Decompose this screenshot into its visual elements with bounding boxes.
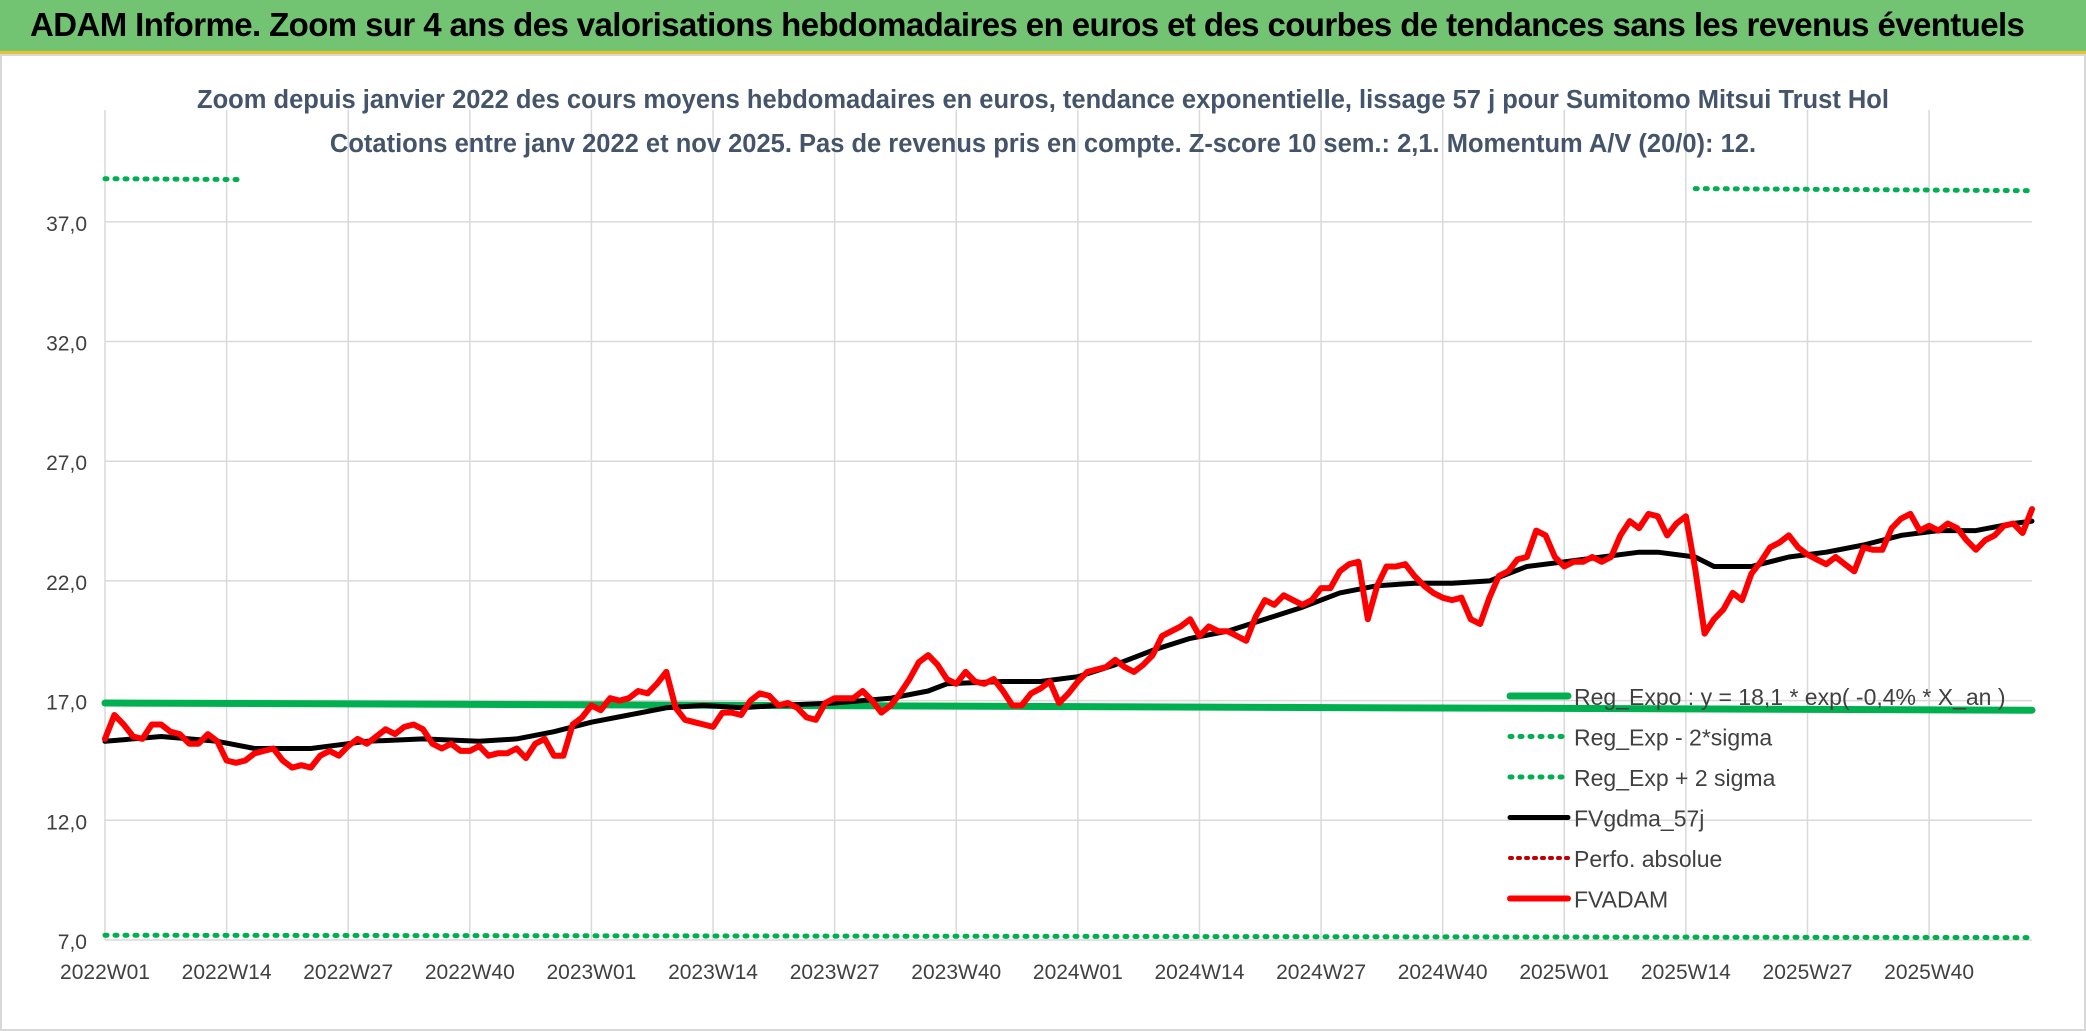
- series-5: [102, 506, 2035, 771]
- report-title: ADAM Informe. Zoom sur 4 ans des valoris…: [30, 6, 2025, 43]
- grid-layer: [104, 110, 2032, 941]
- legend-label: Reg_Exp - 2*sigma: [1574, 725, 1772, 751]
- legend-label: Reg_Exp + 2 sigma: [1574, 765, 1776, 791]
- y-tick-label: 17,0: [46, 692, 87, 715]
- x-tick-label: 2025W01: [1519, 961, 1609, 984]
- x-tick-label: 2024W14: [1155, 961, 1245, 984]
- series-layer: [101, 176, 2036, 941]
- x-tick-label: 2024W40: [1398, 961, 1488, 984]
- y-tick-label: 7,0: [58, 931, 87, 954]
- chart-frame: [0, 54, 2086, 1031]
- legend-label: Reg_Expo : y = 18,1 * exp( -0,4% * X_an …: [1574, 684, 2006, 710]
- series-line: [102, 518, 2035, 751]
- series-segment: [1692, 186, 2035, 194]
- legend-item: Reg_Expo : y = 18,1 * exp( -0,4% * X_an …: [1506, 684, 2006, 710]
- y-tick-label: 12,0: [46, 811, 87, 834]
- x-tick-label: 2024W27: [1276, 961, 1366, 984]
- legend-item: Reg_Exp + 2 sigma: [1507, 765, 1776, 791]
- x-tick-label: 2025W40: [1884, 961, 1974, 984]
- chart-title-line1: Zoom depuis janvier 2022 des cours moyen…: [197, 86, 1889, 114]
- series-2: [102, 176, 2035, 194]
- x-tick-label: 2022W01: [60, 961, 150, 984]
- x-tick-label: 2022W27: [303, 961, 393, 984]
- legend-item: Reg_Exp - 2*sigma: [1507, 725, 1772, 751]
- legend: Reg_Expo : y = 18,1 * exp( -0,4% * X_an …: [1506, 684, 2006, 913]
- x-tick-label: 2025W14: [1641, 961, 1731, 984]
- chart-title-line2: Cotations entre janv 2022 et nov 2025. P…: [330, 130, 1756, 158]
- series-1: [102, 932, 2035, 941]
- x-tick-label: 2023W40: [911, 961, 1001, 984]
- legend-item: FVADAM: [1507, 887, 1668, 913]
- x-tick-label: 2024W01: [1033, 961, 1123, 984]
- x-tick-label: 2022W14: [182, 961, 272, 984]
- y-tick-label: 22,0: [46, 572, 87, 595]
- y-tick-label: 37,0: [46, 213, 87, 236]
- y-tick-label: 32,0: [46, 333, 87, 356]
- x-tick-label: 2023W01: [546, 961, 636, 984]
- legend-item: Perfo. absolue: [1508, 846, 1722, 872]
- legend-label: Perfo. absolue: [1574, 846, 1722, 872]
- series-segment: [102, 176, 244, 183]
- y-tick-label: 27,0: [46, 452, 87, 475]
- series-line: [101, 699, 2036, 714]
- x-tick-label: 2023W14: [668, 961, 758, 984]
- series-3: [102, 518, 2035, 751]
- axis-layer: 7,0 12,0 17,0 22,0 27,0 32,0 37,0 2022W01 2022W1…: [46, 213, 1974, 984]
- x-tick-label: 2022W40: [425, 961, 515, 984]
- x-tick-label: 2025W27: [1763, 961, 1853, 984]
- series-line: [102, 932, 2035, 941]
- legend-label: FVADAM: [1574, 887, 1668, 913]
- x-tick-label: 2023W27: [790, 961, 880, 984]
- series-0: [101, 699, 2036, 714]
- legend-label: FVgdma_57j: [1574, 806, 1704, 832]
- legend-item: FVgdma_57j: [1507, 806, 1704, 832]
- series-line: [102, 506, 2035, 771]
- report-banner: ADAM Informe. Zoom sur 4 ans des valoris…: [0, 0, 2086, 54]
